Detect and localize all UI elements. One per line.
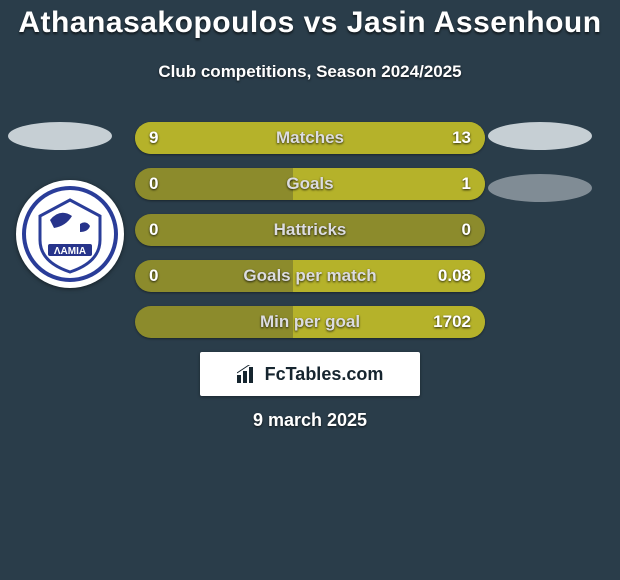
player-right-photo-placeholder-2 xyxy=(488,174,592,202)
stat-label: Goals per match xyxy=(135,266,485,286)
subtitle: Club competitions, Season 2024/2025 xyxy=(0,62,620,82)
svg-text:ΛΑΜΙΑ: ΛΑΜΙΑ xyxy=(54,246,86,257)
stat-value-right: 1 xyxy=(462,174,471,194)
stat-value-left: 9 xyxy=(149,128,158,148)
stat-row: Min per goal1702 xyxy=(135,306,485,338)
stat-value-left: 0 xyxy=(149,266,158,286)
stat-label: Goals xyxy=(135,174,485,194)
stat-value-left: 0 xyxy=(149,220,158,240)
stat-value-right: 0 xyxy=(462,220,471,240)
chart-bars-icon xyxy=(237,365,259,383)
stat-value-right: 0.08 xyxy=(438,266,471,286)
player-right-photo-placeholder-1 xyxy=(488,122,592,150)
stat-row: Hattricks0 0 xyxy=(135,214,485,246)
brand-box[interactable]: FcTables.com xyxy=(200,352,420,396)
stat-row: Matches9 13 xyxy=(135,122,485,154)
player-left-photo-placeholder xyxy=(8,122,112,150)
stat-rows: Matches913Goals01Hattricks00Goals per ma… xyxy=(135,122,485,352)
club-crest-icon: ΛΑΜΙΑ xyxy=(22,186,118,282)
stat-label: Matches xyxy=(135,128,485,148)
club-badge: ΛΑΜΙΑ xyxy=(16,180,124,288)
date-text: 9 march 2025 xyxy=(0,410,620,431)
brand-text: FcTables.com xyxy=(265,364,384,385)
stat-value-left: 0 xyxy=(149,174,158,194)
comparison-card: Athanasakopoulos vs Jasin Assenhoun Club… xyxy=(0,0,620,580)
page-title: Athanasakopoulos vs Jasin Assenhoun xyxy=(0,6,620,40)
stat-label: Hattricks xyxy=(135,220,485,240)
stat-value-right: 1702 xyxy=(433,312,471,332)
stat-row: Goals0 1 xyxy=(135,168,485,200)
stat-value-right: 13 xyxy=(452,128,471,148)
stat-row: Goals per match0 0.08 xyxy=(135,260,485,292)
